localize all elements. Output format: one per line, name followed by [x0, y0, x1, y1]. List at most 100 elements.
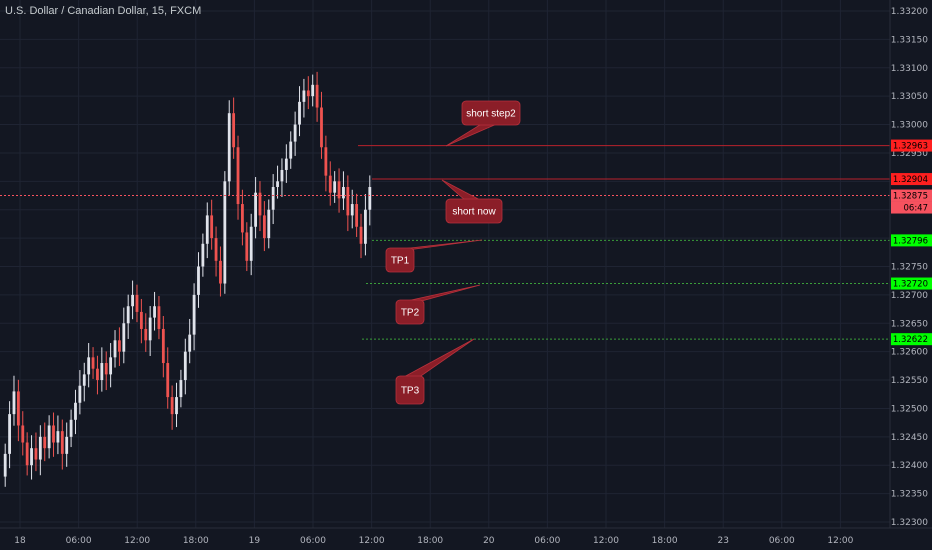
candle-body [21, 425, 25, 443]
annotation-short-step2[interactable]: short step2 [445, 100, 521, 147]
candle-body [34, 448, 38, 460]
annotation-box [395, 299, 425, 325]
candle-body [315, 84, 319, 108]
candle-body [153, 306, 156, 318]
candle-body [161, 328, 165, 364]
candle-body [113, 340, 117, 358]
annotation-text: TP1 [391, 256, 410, 267]
countdown-label: 06:47 [904, 204, 929, 214]
candle-body [179, 380, 183, 398]
candle-body [219, 260, 222, 284]
candle-body [170, 397, 174, 415]
candle-body [342, 187, 345, 199]
tp1-level-tag-label: 1.32796 [893, 236, 928, 246]
tp3-level-tag-label: 1.32622 [893, 335, 928, 345]
candle-body [43, 436, 47, 449]
candle-body [139, 311, 143, 329]
annotation-box [445, 198, 503, 224]
candle-body [311, 84, 315, 97]
tp1-level-tag [891, 234, 932, 247]
time-tick-label: 12:00 [593, 536, 619, 546]
candle-body [284, 158, 288, 170]
candle-body [122, 323, 126, 352]
candle-body [346, 187, 350, 216]
candle-body [38, 436, 42, 460]
candle-body [87, 357, 91, 375]
candle-body [236, 147, 240, 205]
time-tick-label: 12:00 [359, 536, 385, 546]
time-axis[interactable] [0, 528, 890, 550]
short-now-level-tag [891, 173, 932, 186]
candle-body [368, 187, 372, 210]
candle-body [157, 306, 161, 329]
price-axis[interactable] [890, 0, 932, 550]
symbol-title: U.S. Dollar / Canadian Dollar, 15, FXCM [5, 5, 202, 17]
annotation-short-now[interactable]: short now [441, 179, 503, 224]
candle-body [131, 294, 134, 307]
annotation-box [385, 247, 415, 273]
annotation-tp3[interactable]: TP3 [395, 338, 475, 405]
candle-body [197, 266, 200, 295]
candle-body [249, 226, 253, 261]
candle-body [175, 397, 178, 415]
candle-body [82, 374, 86, 386]
candle-body [355, 204, 359, 227]
candle-body [188, 334, 192, 352]
short-step2-level-tag [891, 139, 932, 152]
annotation-text: TP2 [401, 308, 420, 319]
candle-body [289, 141, 293, 159]
price-tick-label: 1.32300 [891, 518, 928, 528]
candle-body [214, 238, 218, 261]
candle-body [166, 363, 170, 398]
candle-body [135, 294, 139, 312]
candle-body [306, 90, 310, 97]
time-tick-label: 12:00 [124, 536, 150, 546]
candle-body [302, 90, 306, 102]
candle-body [262, 215, 266, 239]
annotation-tp2[interactable]: TP2 [395, 284, 481, 325]
candle-body [104, 363, 108, 375]
time-tick-label: 06:00 [769, 536, 795, 546]
candle-body [52, 425, 55, 443]
time-tick-label: 12:00 [827, 536, 853, 546]
candle-body [241, 204, 244, 233]
candle-body [3, 453, 7, 477]
candle-body [210, 215, 214, 239]
short-now-level-tag-label: 1.32904 [893, 175, 928, 185]
candle-body [320, 107, 323, 148]
candle-body [364, 209, 367, 244]
candle-body [280, 169, 284, 182]
annotation-tp1[interactable]: TP1 [385, 239, 483, 273]
price-tick-label: 1.32450 [891, 433, 928, 443]
time-tick-label: 23 [717, 536, 728, 546]
candle-body [183, 351, 187, 381]
candle-body [30, 448, 33, 466]
tp3-level-tag [891, 333, 932, 346]
tp2-level-tag [891, 277, 932, 290]
candle-body [12, 391, 16, 415]
price-tick-label: 1.33200 [891, 7, 928, 17]
candle-body [60, 431, 64, 454]
candle-body [328, 175, 332, 193]
annotation-box [461, 100, 521, 126]
candle-body [337, 181, 341, 199]
countdown-tag [891, 201, 932, 214]
price-tick-label: 1.32500 [891, 404, 928, 414]
current-price-tag-label: 1.32875 [893, 192, 928, 202]
candle-body [293, 124, 297, 142]
short-step2-level-tag-label: 1.32963 [893, 142, 928, 152]
price-tick-label: 1.32950 [891, 149, 928, 159]
candle-body [91, 357, 95, 369]
time-tick-label: 06:00 [300, 536, 326, 546]
candle-body [78, 385, 82, 403]
candle-body [324, 147, 328, 176]
candle-body [96, 368, 99, 381]
time-tick-label: 18 [14, 536, 26, 546]
current-price-tag [891, 189, 932, 202]
price-tick-label: 1.32650 [891, 319, 928, 329]
price-tick-label: 1.32750 [891, 263, 928, 273]
candle-body [148, 317, 152, 341]
candle-body [126, 306, 130, 324]
